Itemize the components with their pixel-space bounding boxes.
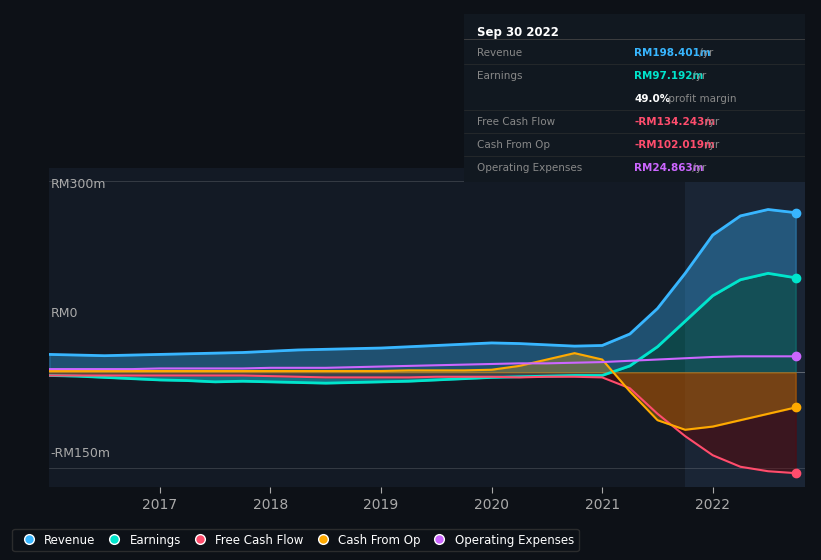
- Text: Earnings: Earnings: [478, 71, 523, 81]
- Text: RM24.863m: RM24.863m: [635, 163, 704, 173]
- Text: RM97.192m: RM97.192m: [635, 71, 704, 81]
- Text: 49.0%: 49.0%: [635, 94, 671, 104]
- Text: Cash From Op: Cash From Op: [478, 140, 551, 150]
- Text: RM198.401m: RM198.401m: [635, 48, 711, 58]
- Text: -RM150m: -RM150m: [51, 447, 111, 460]
- Legend: Revenue, Earnings, Free Cash Flow, Cash From Op, Operating Expenses: Revenue, Earnings, Free Cash Flow, Cash …: [12, 529, 579, 551]
- Text: /yr: /yr: [690, 71, 707, 81]
- Text: Operating Expenses: Operating Expenses: [478, 163, 583, 173]
- Text: /yr: /yr: [695, 48, 713, 58]
- Text: RM0: RM0: [51, 307, 78, 320]
- Text: Sep 30 2022: Sep 30 2022: [478, 26, 559, 39]
- Text: /yr: /yr: [702, 117, 719, 127]
- Text: Revenue: Revenue: [478, 48, 523, 58]
- Bar: [686, 168, 805, 487]
- Text: /yr: /yr: [690, 163, 707, 173]
- Text: /yr: /yr: [702, 140, 719, 150]
- Text: profit margin: profit margin: [665, 94, 736, 104]
- Text: -RM102.019m: -RM102.019m: [635, 140, 715, 150]
- Text: -RM134.243m: -RM134.243m: [635, 117, 715, 127]
- Text: RM300m: RM300m: [51, 178, 106, 190]
- Text: Free Cash Flow: Free Cash Flow: [478, 117, 556, 127]
